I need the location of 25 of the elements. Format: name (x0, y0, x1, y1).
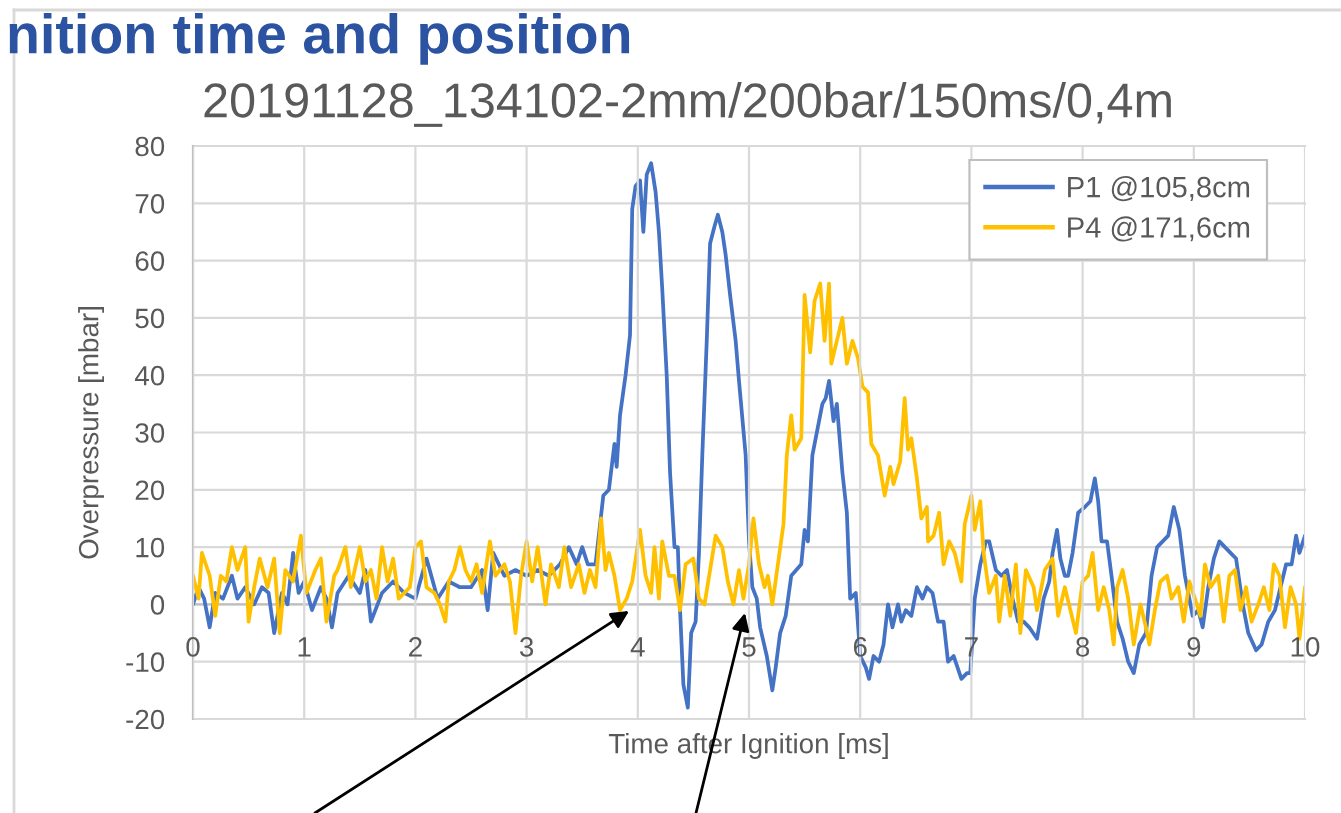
y-tick-label: 80 (135, 136, 165, 157)
y-tick-label: -20 (126, 709, 165, 730)
y-tick-label: 70 (135, 193, 165, 214)
chart-title: nition time and position (9, 13, 630, 65)
x-tick-label: 4 (630, 637, 645, 657)
y-tick-label: 50 (135, 308, 165, 329)
x-tick-label: 2 (409, 637, 422, 657)
x-tick-label: 5 (742, 637, 756, 657)
legend-label: P4 @171,6cm (1068, 216, 1250, 242)
x-tick-label: 3 (519, 637, 534, 657)
y-axis-title: Overpressure [mbar] (78, 307, 104, 559)
x-tick-label: 10 (1291, 637, 1320, 657)
y-tick-label: 60 (135, 251, 165, 271)
y-tick-label: -10 (126, 652, 165, 673)
y-tick-label: 40 (134, 365, 165, 386)
x-tick-label: 8 (1076, 637, 1090, 657)
x-tick-label: 0 (186, 637, 200, 657)
x-tick-label: 1 (298, 637, 311, 657)
chart-subtitle: 20191128_134102-2mm/200bar/150ms/0,4m (204, 82, 1171, 127)
y-tick-label: 10 (136, 537, 165, 558)
y-tick-label: 20 (135, 480, 165, 501)
x-tick-label: 9 (1187, 637, 1201, 657)
y-tick-label: 30 (135, 423, 165, 443)
legend-label: P1 @105,8cm (1068, 176, 1250, 202)
y-tick-label: 0 (150, 595, 165, 615)
